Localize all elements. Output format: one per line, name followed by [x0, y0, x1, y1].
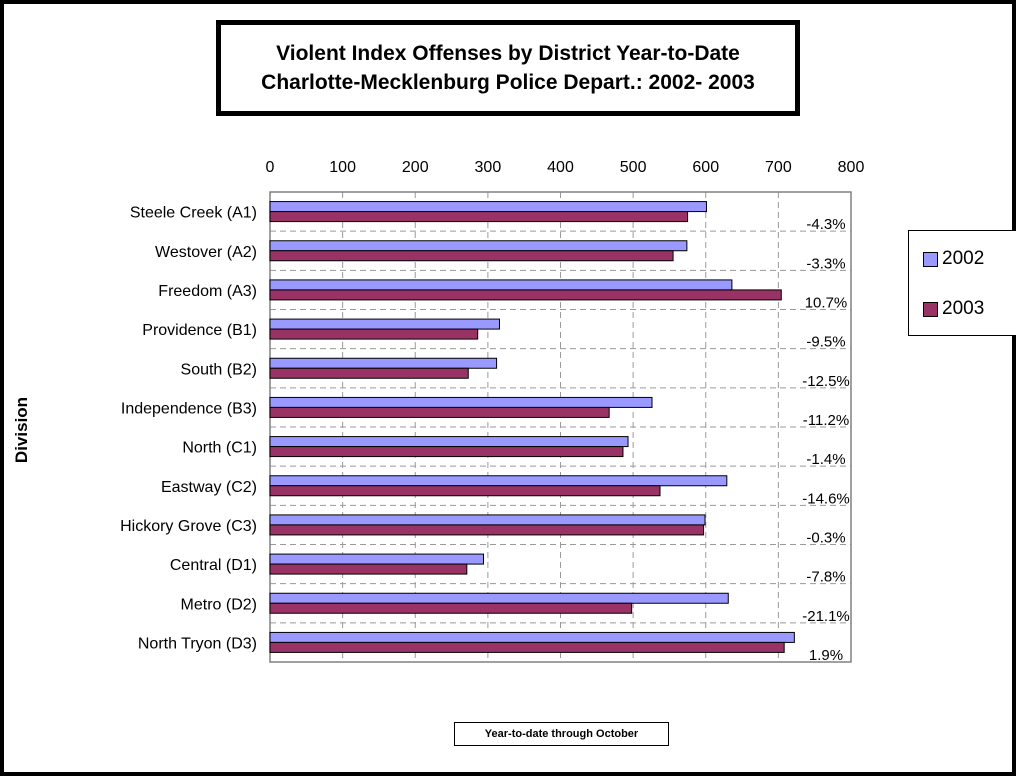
percent-change-label: -11.2% [803, 412, 849, 429]
chart-title: Violent Index Offenses by District Year-… [216, 20, 800, 116]
bar-2002 [269, 318, 500, 330]
bar-2003 [269, 406, 610, 418]
x-tick-label: 400 [547, 159, 574, 176]
legend-item-2003: 2003 [923, 298, 984, 320]
percent-change-label: -21.1% [802, 608, 850, 625]
x-tick-label: 600 [692, 159, 719, 176]
bar-2002 [269, 279, 733, 291]
x-tick-label: 700 [765, 159, 792, 176]
bar-2003 [269, 250, 674, 262]
percent-change-label: -1.4% [806, 451, 845, 468]
chart-title-line-1: Violent Index Offenses by District Year-… [276, 42, 740, 65]
bar-2002 [269, 240, 688, 252]
category-label: Steele Creek (A1) [130, 205, 257, 222]
y-axis-categories: Steele Creek (A1) Westover (A2) Freedom (A… [120, 205, 257, 653]
percent-change-label: -4.3% [806, 216, 845, 233]
category-label: South (B2) [181, 361, 257, 378]
x-tick-label: 100 [329, 159, 356, 176]
bar-2002 [269, 592, 729, 604]
legend-label-2003: 2003 [942, 298, 985, 319]
category-label: Westover (A2) [155, 244, 257, 261]
legend-item-2002: 2002 [923, 248, 984, 270]
bar-2002 [269, 436, 629, 448]
category-label: Hickory Grove (C3) [120, 518, 257, 535]
bar-2003 [269, 211, 689, 223]
bar-2003 [269, 289, 782, 301]
legend: 2002 2003 [908, 230, 1016, 336]
bar-2003 [269, 641, 785, 653]
bar-2003 [269, 485, 661, 497]
bar-2002 [269, 553, 485, 565]
bar-2002 [269, 396, 653, 408]
percent-change-label: 1.9% [809, 647, 843, 664]
x-tick-label: 800 [838, 159, 865, 176]
category-label: Metro (D2) [181, 596, 257, 613]
bar-2003 [269, 367, 469, 379]
category-label: North Tryon (D3) [138, 635, 257, 652]
bar-2002 [269, 475, 728, 487]
x-tick-label: 0 [266, 159, 275, 176]
bars [269, 201, 795, 653]
x-axis-title: Year-to-date through October [454, 722, 669, 746]
percent-change-label: -9.5% [806, 334, 845, 351]
category-label: Central (D1) [170, 557, 257, 574]
category-label: Eastway (C2) [161, 479, 257, 496]
percent-change-label: -0.3% [806, 530, 845, 547]
y-axis-title: Division [12, 396, 31, 464]
legend-swatch-2002 [923, 251, 938, 267]
percent-change-label: -3.3% [806, 255, 845, 272]
bar-2002 [269, 357, 498, 369]
x-tick-label: 300 [475, 159, 502, 176]
category-label: Providence (B1) [142, 322, 257, 339]
percent-change-label: 10.7% [805, 295, 848, 312]
percent-change-label: -7.8% [806, 569, 845, 586]
x-axis-ticks: 0 100 200 300 400 500 600 700 800 [266, 159, 865, 176]
x-tick-label: 500 [620, 159, 647, 176]
bar-2002 [269, 201, 707, 213]
category-label: Freedom (A3) [158, 283, 257, 300]
bar-2003 [269, 563, 468, 575]
bar-2002 [269, 514, 706, 526]
x-tick-label: 200 [402, 159, 429, 176]
legend-label-2002: 2002 [942, 248, 985, 269]
percent-change-label: -12.5% [802, 373, 850, 390]
legend-swatch-2003 [923, 301, 938, 317]
percent-change-label: -14.6% [802, 490, 850, 507]
chart-title-line-2: Charlotte-Mecklenburg Police Depart.: 20… [261, 71, 755, 94]
bar-2003 [269, 328, 479, 340]
bar-2002 [269, 631, 795, 643]
category-label: North (C1) [182, 440, 257, 457]
category-label: Independence (B3) [121, 400, 257, 417]
plot-area [269, 191, 852, 663]
bar-2003 [269, 602, 633, 614]
bar-2003 [269, 446, 624, 458]
gridlines [270, 192, 851, 662]
percent-change-labels: -4.3% -3.3% 10.7% -9.5% -12.5% -11.2% -1.4% -14… [802, 216, 850, 664]
bar-2003 [269, 524, 705, 536]
